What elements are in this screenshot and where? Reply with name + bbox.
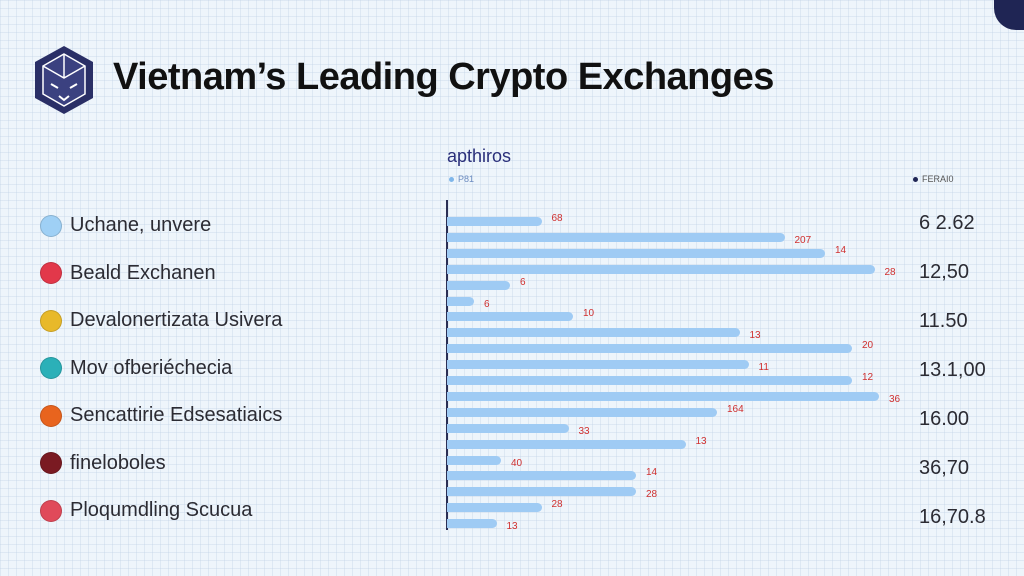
bar xyxy=(447,248,825,258)
bar xyxy=(447,455,501,465)
exchange-value: 11.50 xyxy=(919,310,968,332)
exchange-name: Mov ofberiéchecia xyxy=(70,356,233,379)
bar xyxy=(447,391,879,401)
blue-coin-icon xyxy=(40,214,62,237)
bar-data-label: 6 xyxy=(484,298,490,310)
exchange-name: Ploqumdling Scucua xyxy=(70,499,253,521)
legend-label: FERAI0 xyxy=(922,174,954,184)
bar-data-label: 14 xyxy=(646,467,658,479)
bar xyxy=(447,471,636,481)
bar xyxy=(447,217,542,226)
bar xyxy=(447,439,686,449)
teal-coin-icon xyxy=(40,357,62,379)
exchange-value: 16.00 xyxy=(919,408,970,430)
bar xyxy=(447,344,852,354)
exchange-name: fineloboles xyxy=(70,451,166,474)
bar xyxy=(447,360,749,370)
bar-data-label: 68 xyxy=(551,213,563,224)
bar xyxy=(447,407,717,417)
maroon-coin-icon xyxy=(40,452,62,474)
bar-data-label: 207 xyxy=(794,234,812,246)
pink-coin-icon xyxy=(40,499,62,522)
orange-coin-icon xyxy=(40,404,62,427)
bar-data-label: 10 xyxy=(583,308,595,320)
bar-data-label: 11 xyxy=(758,362,769,374)
bar-data-label: 33 xyxy=(578,425,590,437)
bar xyxy=(447,296,474,306)
red-coin-icon xyxy=(40,262,62,284)
bar xyxy=(447,280,510,290)
exchange-row: fineloboles xyxy=(40,452,166,475)
exchange-value: 36,70 xyxy=(919,457,970,479)
bar xyxy=(447,312,573,322)
wolf-logo-icon xyxy=(35,46,93,114)
bar xyxy=(447,503,542,513)
exchange-row: Beald Exchanen xyxy=(40,262,216,285)
bar-data-label: 36 xyxy=(889,393,901,405)
exchange-value: 13.1,00 xyxy=(919,359,986,381)
bar-data-label: 14 xyxy=(835,244,847,256)
bar-data-label: 13 xyxy=(749,330,761,342)
exchange-row: Uchane, unvere xyxy=(40,214,211,237)
bar-data-label: 28 xyxy=(884,266,896,278)
bar-data-label: 28 xyxy=(646,489,658,501)
exchange-name: Beald Exchanen xyxy=(70,261,216,284)
exchange-row: Devalonertizata Usivera xyxy=(40,309,282,332)
bar xyxy=(447,264,875,274)
exchange-value: 6 2.62 xyxy=(919,212,975,234)
exchange-name: Uchane, unvere xyxy=(70,214,212,236)
legend-dot xyxy=(913,176,918,182)
legend-label: P81 xyxy=(458,174,475,184)
bar-data-label: 13 xyxy=(506,521,518,533)
bar xyxy=(447,376,852,385)
exchange-name: Devalonertizata Usivera xyxy=(70,309,283,331)
exchange-value: 16,70.8 xyxy=(919,506,986,528)
bar-data-label: 164 xyxy=(727,403,744,415)
bar xyxy=(447,423,569,433)
bar-data-label: 13 xyxy=(695,435,707,447)
bar-data-label: 28 xyxy=(551,499,563,511)
bar xyxy=(447,328,740,338)
bar-data-label: 20 xyxy=(862,340,874,352)
bar-data-label: 40 xyxy=(511,457,523,469)
exchange-value: 12,50 xyxy=(919,261,970,283)
legend-item: P81 xyxy=(449,174,474,184)
exchange-name: Sencattirie Edsesatiaics xyxy=(70,404,283,426)
chart-title: apthiros xyxy=(447,146,512,166)
legend-dot xyxy=(449,176,454,182)
exchange-row: Ploqumdling Scucua xyxy=(40,499,252,522)
bar xyxy=(447,487,636,497)
bar xyxy=(447,519,497,529)
page-title: Vietnam’s Leading Crypto Exchanges xyxy=(113,56,774,98)
exchange-row: Sencattirie Edsesatiaics xyxy=(40,404,282,427)
corner-decoration xyxy=(994,0,1024,30)
gold-coin-icon xyxy=(40,309,62,332)
legend-item: FERAI0 xyxy=(913,174,954,184)
bar-data-label: 12 xyxy=(862,372,874,383)
bar-data-label: 6 xyxy=(520,276,526,288)
exchange-row: Mov ofberiéchecia xyxy=(40,357,232,380)
bar xyxy=(447,232,785,242)
